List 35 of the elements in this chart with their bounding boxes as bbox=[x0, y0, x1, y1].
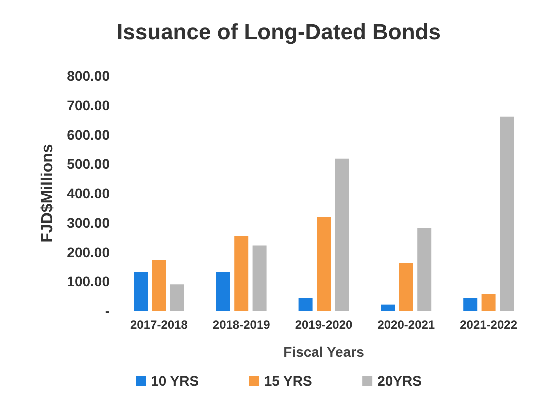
bar bbox=[252, 246, 267, 311]
x-tick-label: 2020-2021 bbox=[378, 318, 436, 332]
legend-label: 20YRS bbox=[378, 373, 422, 389]
bar bbox=[418, 228, 432, 311]
y-axis-title: FJD$Millions bbox=[40, 144, 56, 243]
bar bbox=[500, 116, 514, 311]
bar bbox=[335, 158, 350, 311]
bar bbox=[482, 294, 496, 311]
y-tick-label: - bbox=[105, 303, 110, 319]
chart-title: Issuance of Long-Dated Bonds bbox=[117, 20, 441, 44]
bar bbox=[399, 263, 414, 311]
y-tick-label: 500.00 bbox=[67, 156, 110, 172]
legend-label: 10 YRS bbox=[151, 373, 200, 389]
y-tick-label: 100.00 bbox=[67, 274, 110, 290]
x-tick-label: 2018-2019 bbox=[212, 318, 271, 332]
x-tick-label: 2017-2018 bbox=[130, 318, 188, 332]
x-tick-label: 2021-2022 bbox=[460, 318, 518, 332]
y-tick-label: 400.00 bbox=[67, 186, 110, 202]
bar bbox=[234, 236, 249, 311]
bar bbox=[298, 298, 313, 311]
y-tick-label: 600.00 bbox=[67, 126, 110, 143]
bar bbox=[216, 272, 230, 311]
x-axis-title: Fiscal Years bbox=[284, 344, 365, 360]
legend-label: 15 YRS bbox=[264, 373, 312, 389]
y-tick-label: 700.00 bbox=[67, 97, 110, 114]
bar bbox=[381, 304, 396, 311]
y-tick-label: 200.00 bbox=[67, 244, 110, 260]
bar bbox=[317, 217, 331, 311]
y-tick-label: 800.00 bbox=[67, 68, 110, 84]
y-tick-label: 300.00 bbox=[67, 214, 110, 231]
bar bbox=[152, 260, 166, 311]
x-tick-label: 2019-2020 bbox=[295, 318, 354, 332]
bar bbox=[464, 298, 478, 311]
bar bbox=[134, 272, 148, 311]
bar bbox=[170, 284, 184, 311]
